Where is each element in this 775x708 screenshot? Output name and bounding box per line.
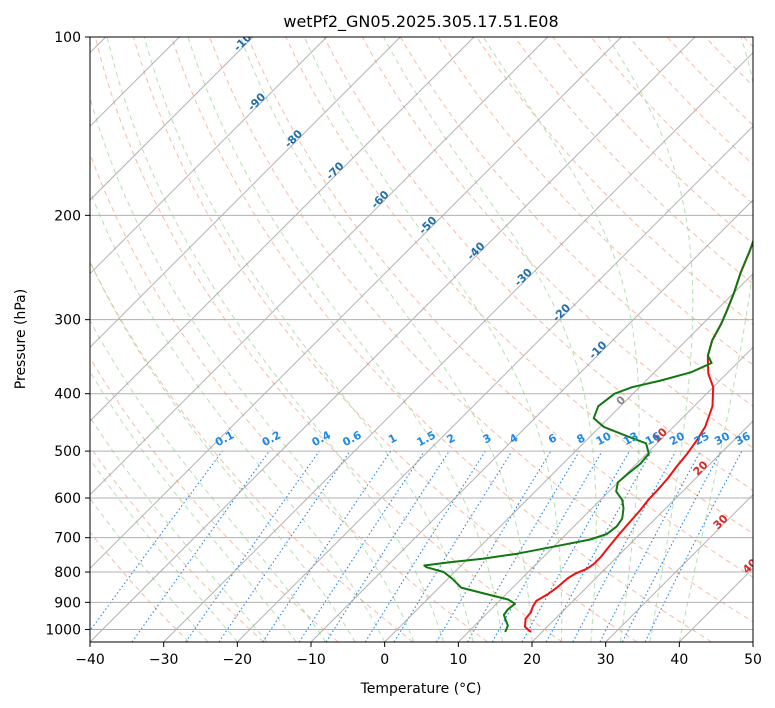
mixing-ratio-lines: [90, 450, 743, 642]
mixing-ratio-line: [90, 450, 223, 632]
x-axis-label: Temperature (°C): [360, 681, 482, 697]
mixing-ratio-line: [262, 450, 392, 642]
x-tick-label: 0: [380, 652, 389, 668]
isotherm-line: [531, 420, 753, 642]
mixing-ratio-line: [298, 450, 425, 642]
y-tick-label: 900: [54, 595, 81, 611]
mixing-ratio-label: 30: [712, 429, 732, 448]
moist-adiabat-line: [607, 37, 694, 642]
dry-adiabat-line: [90, 531, 190, 642]
y-tick-label: 600: [54, 491, 81, 507]
isotherms: [90, 37, 753, 642]
mixing-ratio-label: 13: [621, 429, 641, 448]
y-axis-label: Pressure (hPa): [13, 289, 29, 389]
x-tick-label: 30: [597, 652, 615, 668]
moist-adiabat-line: [383, 37, 597, 642]
temperature-line: [524, 239, 753, 633]
y-tick-label: 700: [54, 531, 81, 547]
mixing-ratio-label: 25: [692, 429, 712, 448]
mixing-ratio-line: [393, 450, 513, 642]
y-tick-label: 800: [54, 565, 81, 581]
dry-adiabat-line: [171, 37, 712, 642]
isotherm-line: [384, 272, 753, 642]
y-tick-label: 300: [54, 313, 81, 329]
moist-adiabat-line: [106, 37, 445, 642]
mixing-ratio-label: 20: [667, 429, 687, 448]
mixing-ratio-line: [131, 450, 270, 642]
mixing-ratio-line: [545, 450, 653, 642]
isotherm-line: [90, 37, 622, 570]
isotherm-line: [90, 37, 475, 422]
moist-adiabats: [90, 37, 753, 642]
x-tick-label: 10: [449, 652, 467, 668]
mixing-ratio-label: 36: [733, 429, 753, 448]
dry-adiabat-line: [399, 37, 753, 407]
mixing-ratio-line: [325, 450, 450, 642]
y-tick-label: 1000: [45, 622, 81, 638]
x-tick-label: −30: [149, 652, 179, 668]
moist-adiabat-line: [90, 458, 238, 642]
dewpoint-line: [423, 239, 753, 633]
moist-adiabat-line: [303, 37, 563, 642]
x-tick-label: 50: [744, 652, 762, 668]
isotherm-line: [90, 37, 696, 642]
isotherm-line: [163, 51, 753, 642]
y-axis: 100 200 300 400 500 600 700 800 900 1000: [45, 30, 90, 638]
mixing-ratio-label: 16: [643, 429, 663, 448]
dry-adiabat-line: [90, 446, 264, 642]
mixing-ratio-line: [521, 450, 630, 642]
dry-adiabat-line: [94, 37, 563, 642]
dry-adiabat-line: [514, 37, 753, 285]
moist-adiabat-line: [239, 37, 533, 642]
isotherm-line: [236, 125, 753, 642]
mixing-ratio-line: [644, 450, 743, 642]
dry-adiabat-line: [361, 37, 753, 449]
isotherm-line: [605, 493, 753, 642]
dry-adiabat-line: [90, 152, 488, 642]
dry-adiabat-line: [247, 37, 753, 578]
x-tick-label: −20: [223, 652, 253, 668]
moist-adiabat-line: [90, 370, 297, 642]
chart-title: wetPf2_GN05.2025.305.17.51.E08: [283, 12, 558, 32]
y-tick-label: 100: [54, 30, 81, 46]
dry-adiabat-line: [90, 356, 339, 642]
moist-adiabat-line: [90, 497, 209, 642]
mixing-ratio-line: [572, 450, 677, 642]
isobar-grid: [90, 37, 753, 630]
moist-adiabat-line: [187, 37, 503, 642]
dry-adiabat-line: [132, 37, 638, 642]
plot-frame: [89, 36, 754, 643]
isotherm-line: [457, 346, 753, 642]
isotherm-line: [90, 37, 328, 275]
moist-adiabat-line: [90, 260, 356, 642]
dry-adiabat-line: [209, 37, 753, 623]
y-tick-label: 200: [54, 208, 81, 224]
x-tick-label: 40: [670, 652, 688, 668]
isotherm-line: [90, 37, 549, 496]
isotherm-line: [90, 37, 401, 349]
y-tick-label: 500: [54, 444, 81, 460]
mixing-ratio-line: [185, 450, 320, 642]
moist-adiabat-line: [90, 416, 268, 642]
isotherm-line: [310, 199, 753, 642]
moist-adiabat-line: [143, 37, 474, 642]
x-tick-label: 20: [523, 652, 541, 668]
sounding-series: [423, 239, 753, 633]
moist-adiabat-line: [482, 37, 640, 642]
moist-adiabat-line: [90, 189, 386, 642]
x-tick-label: −10: [296, 652, 326, 668]
y-tick-label: 400: [54, 387, 81, 403]
mixing-ratio-label: 10: [594, 429, 614, 448]
x-axis: −40 −30 −20 −10 0 10 20 30 40 50: [75, 642, 762, 668]
x-tick-label: −40: [75, 652, 105, 668]
isotherm-line: [90, 37, 254, 201]
mixing-ratio-line: [218, 450, 351, 642]
